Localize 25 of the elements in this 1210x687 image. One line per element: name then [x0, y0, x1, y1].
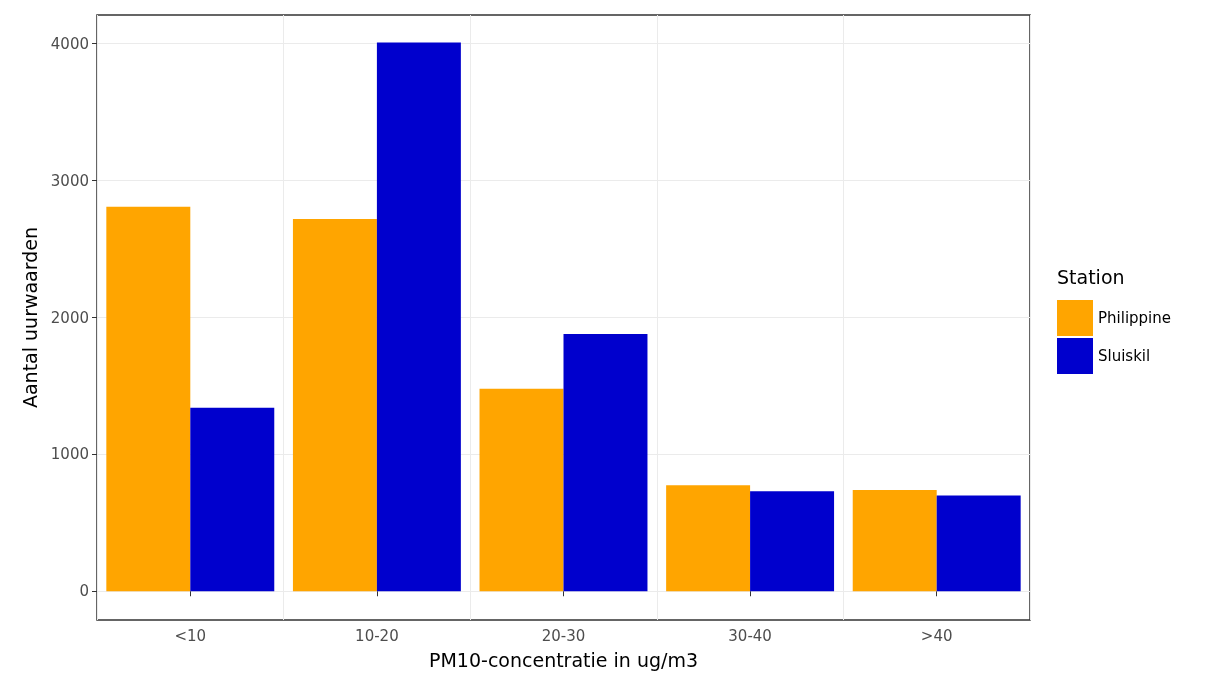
bar — [852, 489, 937, 592]
y-tick-label: 0 — [79, 582, 89, 601]
y-tick-label: 1000 — [50, 445, 89, 464]
bar — [376, 42, 461, 592]
bar — [106, 206, 191, 592]
legend-label: Sluiskil — [1098, 347, 1151, 365]
bar — [666, 485, 751, 592]
bar — [190, 407, 275, 592]
bar — [563, 333, 648, 592]
y-tick-label: 3000 — [50, 171, 89, 190]
y-axis-title: Aantal uurwaarden — [19, 226, 42, 409]
bar — [936, 495, 1021, 592]
x-tick-label: >40 — [920, 626, 953, 645]
legend-label: Philippine — [1098, 309, 1172, 327]
x-tick-label: <10 — [174, 626, 207, 645]
y-tick-label: 4000 — [50, 34, 89, 53]
x-axis-title: PM10-concentratie in ug/m3 — [429, 648, 698, 671]
bar — [292, 218, 377, 592]
x-tick-label: 20-30 — [541, 626, 586, 645]
bar — [750, 491, 835, 592]
legend-title: Station — [1057, 265, 1125, 288]
bar — [479, 388, 564, 592]
x-tick-label: 30-40 — [728, 626, 772, 645]
y-tick-label: 2000 — [50, 308, 89, 327]
x-tick-label: 10-20 — [355, 626, 399, 645]
